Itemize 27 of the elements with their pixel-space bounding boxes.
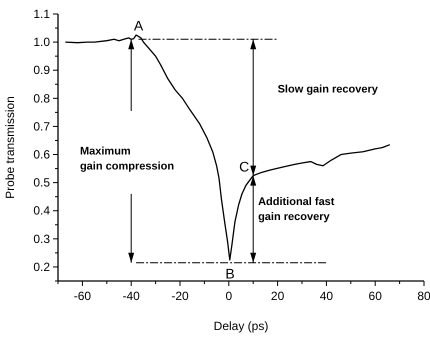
y-tick-label: 1.0 (33, 35, 50, 50)
annotation: Maximum gain compression (80, 146, 174, 173)
y-tick-label: 0.5 (33, 176, 50, 190)
y-tick-label: 0.2 (33, 260, 50, 274)
y-tick-label: 1.1 (33, 7, 50, 21)
x-tick-label: 0 (225, 289, 232, 303)
x-tick-label: 60 (368, 289, 382, 303)
annotation: B (225, 266, 235, 282)
y-axis-title: Probe transmission (3, 96, 17, 199)
x-tick-label: -40 (122, 289, 140, 303)
line-series (64, 34, 390, 261)
y-tick-label: 0.4 (33, 204, 50, 218)
annotation: C (239, 158, 250, 175)
annotation: A (134, 17, 144, 34)
annotation: Additional fast gain recovery (258, 196, 335, 224)
x-axis-title: Delay (ps) (214, 319, 268, 333)
y-tick-label: 0.8 (33, 91, 50, 106)
y-tick-label: 0.3 (33, 232, 50, 246)
x-tick-label: -60 (74, 289, 92, 303)
y-tick-label: 0.9 (33, 63, 50, 78)
annotation: Slow gain recovery (278, 84, 379, 96)
x-tick-label: 20 (270, 289, 285, 303)
x-tick-label: -20 (171, 289, 189, 303)
x-tick-label: 40 (320, 289, 334, 303)
y-tick-label: 0.7 (33, 119, 50, 134)
y-tick-label: 0.6 (33, 148, 50, 162)
x-tick-label: 80 (417, 289, 430, 303)
